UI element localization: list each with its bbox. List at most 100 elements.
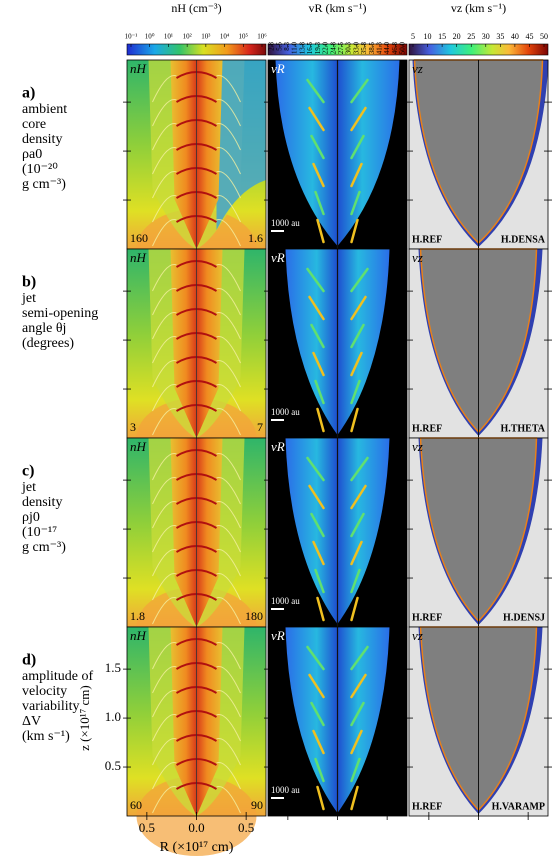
x-tick-label: 0.0	[188, 820, 204, 835]
colorbar-tick-label: 45	[525, 32, 533, 41]
bow-shock	[152, 99, 241, 127]
bow-shock	[152, 171, 241, 199]
bow-shock	[152, 597, 241, 625]
velocity-streak	[312, 351, 363, 377]
colorbar-tick-label: 22.0	[322, 42, 330, 55]
colorbar-tick-label: 10³	[201, 33, 210, 41]
colorbar-tick-label: 5.5	[275, 42, 283, 51]
panel-symbol: vR	[271, 439, 285, 454]
reference-model: H.REF	[412, 423, 442, 434]
panel-symbol: vz	[412, 61, 423, 76]
colorbar-tick-label: 25	[467, 32, 475, 41]
x-tick-label: 0.5	[238, 820, 254, 835]
colorbar-tick-label: 10⁴	[220, 33, 230, 41]
colorbar-tick-label: 24.8	[329, 42, 337, 55]
model-low-value: 160	[130, 231, 148, 245]
colorbar	[126, 43, 267, 56]
row-label: variability	[22, 699, 80, 714]
bow-shock	[152, 690, 241, 718]
bow-shock	[152, 642, 241, 670]
colorbar-tick-label: 33.0	[352, 42, 360, 55]
colorbar-tick-label: 5	[411, 32, 415, 41]
bow-shock	[152, 549, 241, 577]
velocity-streak	[314, 568, 361, 594]
row-letter: c)	[22, 463, 34, 480]
row-label: density	[22, 132, 62, 147]
bow-shock	[152, 408, 241, 436]
panel-symbol: vz	[412, 628, 423, 643]
panel-symbol: vR	[271, 61, 285, 76]
panel-symbol: vR	[271, 250, 285, 265]
row-letter: d)	[22, 652, 36, 669]
row-label: g cm⁻³)	[22, 177, 66, 192]
panel-symbol: vz	[412, 250, 423, 265]
colorbar-tick-label: 30	[482, 32, 490, 41]
colorbar-tick-label: 41.3	[375, 42, 383, 55]
model-low-value: 60	[130, 798, 142, 812]
row-label: angle θj	[22, 321, 66, 336]
colorbar	[408, 43, 549, 56]
row-letter: a)	[22, 85, 35, 102]
velocity-streak	[316, 218, 359, 244]
colorbar-tick-label: 10⁵	[239, 33, 249, 41]
bow-shock	[152, 147, 241, 175]
velocity-streak	[316, 407, 359, 433]
row-label: ΔV	[22, 714, 41, 729]
colorbar-tick-label: 20	[453, 32, 461, 41]
density-panel	[127, 438, 266, 667]
colorbar-tick-label: 2.8	[268, 42, 276, 51]
scale-bar-label: 1000 au	[271, 596, 300, 606]
velocity-streak	[310, 512, 365, 538]
row-label: ambient	[22, 102, 67, 117]
velocity-streak	[316, 596, 359, 622]
colorbar	[267, 43, 408, 56]
velocity-streak	[306, 78, 369, 104]
colorbar-tick-label: 10	[424, 32, 432, 41]
density-panel	[127, 627, 266, 856]
bow-shock	[152, 195, 241, 223]
row-letter: b)	[22, 274, 36, 291]
colorbar-tick-label: 10⁰	[145, 33, 155, 41]
model-high-value: 180	[245, 609, 263, 623]
row-label: (10⁻²⁰	[22, 162, 58, 177]
row-label: (km s⁻¹)	[22, 729, 70, 744]
reference-model: H.REF	[412, 801, 442, 812]
y-tick-label: 1.5	[105, 660, 121, 675]
velocity-streak	[312, 162, 363, 188]
colorbar-tick-label: 8.3	[283, 42, 291, 51]
colorbar-tick-label: 10¹	[164, 33, 173, 41]
reference-model: H.REF	[412, 612, 442, 623]
bow-shock	[152, 288, 241, 316]
bow-shock	[152, 75, 241, 103]
panel-symbol: nH	[130, 439, 147, 454]
model-high-value: 1.6	[248, 231, 263, 245]
bow-shock	[152, 573, 241, 601]
y-axis-label: z (×10¹⁷ cm)	[77, 685, 92, 751]
colorbar-tick-label: 30.3	[345, 42, 353, 55]
model-high-value: 90	[251, 798, 263, 812]
panel-symbol: nH	[130, 628, 147, 643]
bow-shock	[152, 786, 241, 814]
colorbar-tick-label: 35.8	[360, 42, 368, 55]
velocity-streak	[310, 134, 365, 160]
velocity-streak	[314, 379, 361, 405]
colorbar-tick-label: 44.0	[383, 42, 391, 55]
colorbar-tick-label: 27.5	[337, 42, 345, 55]
colorbar-tick-label: 50	[540, 32, 548, 41]
bow-shock	[152, 762, 241, 790]
bow-shock	[152, 264, 241, 292]
row-label: velocity	[22, 684, 67, 699]
y-tick-label: 1.0	[105, 709, 121, 724]
velocity-streak	[308, 295, 367, 321]
colorbar-tick-label: 40	[511, 32, 519, 41]
velocity-streak	[312, 729, 363, 755]
row-label: semi-opening	[22, 306, 98, 321]
row-label: amplitude of	[22, 669, 93, 684]
velocity-streak	[306, 267, 369, 293]
bow-shock	[152, 219, 241, 247]
scale-bar-label: 1000 au	[271, 407, 300, 417]
bow-shock	[152, 714, 241, 742]
colorbar-tick-label: 15	[438, 32, 446, 41]
velocity-streak	[310, 323, 365, 349]
bow-shock	[152, 525, 241, 553]
